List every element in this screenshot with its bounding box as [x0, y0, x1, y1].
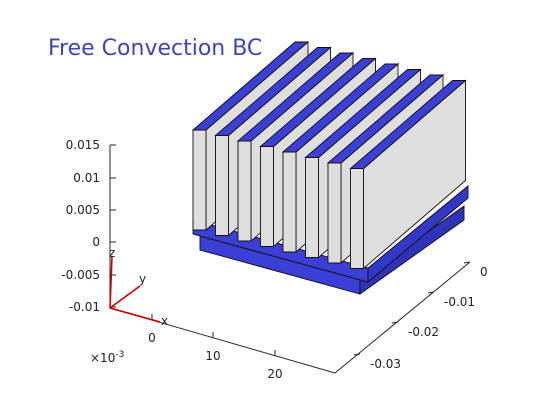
base-upper-side — [367, 185, 469, 283]
fin-top-face — [326, 74, 445, 164]
triad-z-label: z — [109, 246, 115, 260]
z-tick-label: -0.01 — [69, 300, 100, 314]
x-axis-multiplier: ×10-3 — [90, 350, 124, 365]
triad-z-line — [109, 255, 113, 309]
triad-x-line — [109, 307, 161, 323]
fin-front-face — [260, 146, 274, 247]
x-tick-label: 20 — [267, 367, 282, 381]
x-tick-label: 10 — [205, 349, 220, 363]
fin-top-face — [259, 58, 377, 147]
fin-front-face — [305, 157, 319, 258]
z-tick-label: 0.01 — [73, 171, 100, 185]
fin-front-face — [350, 168, 364, 269]
z-tick-label: 0 — [92, 235, 100, 249]
fin-front-face — [327, 162, 342, 264]
heatsink-model[interactable] — [191, 41, 469, 295]
fin-front-face — [215, 135, 229, 236]
fin-front-face — [237, 140, 252, 242]
z-tick-label: 0.015 — [66, 138, 100, 152]
fin-front-face — [192, 129, 207, 231]
x-tick-label: 0 — [148, 331, 156, 345]
fin-top-face — [214, 47, 332, 136]
fin-front-face — [282, 151, 297, 253]
fin-top-face — [236, 52, 355, 142]
triad-y-label: y — [139, 272, 146, 286]
z-tick-label: 0.005 — [66, 203, 100, 217]
fin-top-face — [349, 80, 467, 169]
y-tick-label: -0.03 — [370, 357, 401, 371]
plot-title: Free Convection BC — [48, 36, 263, 61]
y-tick-label: -0.01 — [444, 295, 475, 309]
fin-top-face — [304, 69, 422, 158]
z-tick-label: -0.005 — [61, 268, 100, 282]
z-axis: 0.015 0.01 0.005 0 -0.005 -0.01 — [61, 138, 116, 314]
y-tick-label: 0 — [480, 265, 488, 279]
y-tick-label: -0.02 — [408, 325, 439, 339]
y-tick-mark — [463, 261, 471, 264]
y-tick-mark — [353, 353, 361, 356]
x-axis: 0 10 20 ×10-3 — [90, 307, 336, 381]
fin-top-face — [281, 63, 400, 153]
triad-y-line — [109, 285, 141, 309]
triad-x-label: x — [161, 314, 168, 328]
y-tick-mark — [427, 291, 435, 294]
fin-top-face — [191, 41, 310, 131]
y-axis: 0 -0.01 -0.02 -0.03 — [334, 261, 488, 374]
axis-triad: z y x — [109, 246, 168, 328]
y-tick-mark — [391, 321, 399, 324]
